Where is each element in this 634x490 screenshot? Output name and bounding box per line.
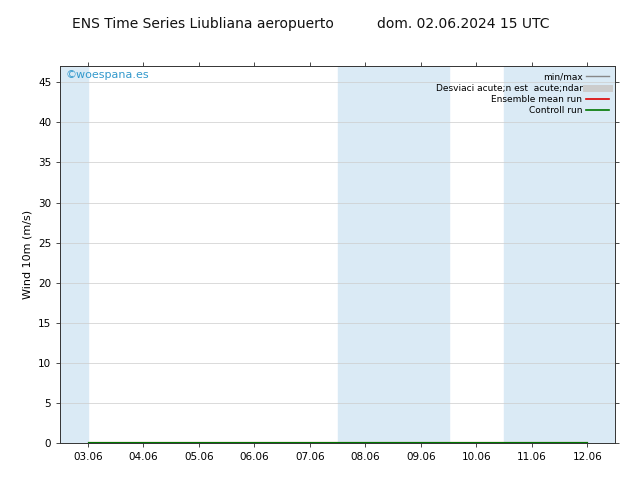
Text: ©woespana.es: ©woespana.es [66,70,150,80]
Bar [60,66,88,443]
Legend: min/max, Desviaci acute;n est  acute;ndar, Ensemble mean run, Controll run: min/max, Desviaci acute;n est acute;ndar… [434,71,611,117]
Y-axis label: Wind 10m (m/s): Wind 10m (m/s) [22,210,32,299]
Bar [337,66,449,443]
Bar [504,66,615,443]
Text: dom. 02.06.2024 15 UTC: dom. 02.06.2024 15 UTC [377,17,549,31]
Text: ENS Time Series Liubliana aeropuerto: ENS Time Series Liubliana aeropuerto [72,17,334,31]
